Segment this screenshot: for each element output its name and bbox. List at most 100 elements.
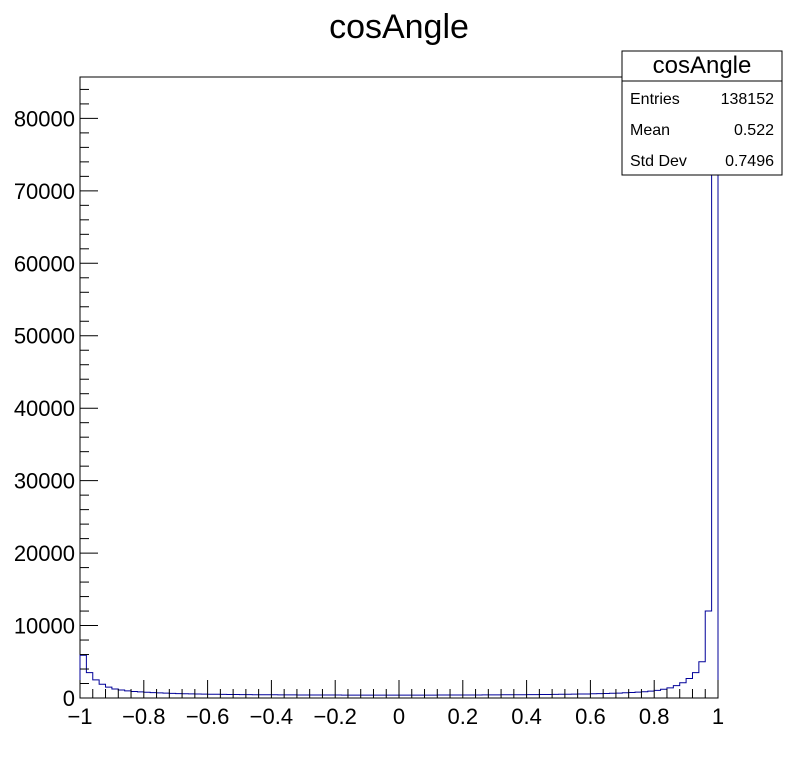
- histogram-bin: [495, 695, 501, 698]
- histogram-bin: [622, 693, 628, 698]
- histogram-bin: [546, 694, 552, 698]
- x-tick-label: −0.4: [250, 704, 293, 729]
- histogram-bin: [348, 695, 354, 698]
- histogram-bin: [342, 695, 348, 698]
- histogram-bin: [201, 694, 207, 698]
- x-tick-label: −0.2: [313, 704, 356, 729]
- y-tick-label: 60000: [14, 251, 75, 276]
- y-tick-label: 40000: [14, 396, 75, 421]
- y-tick-label: 20000: [14, 541, 75, 566]
- histogram-bin: [450, 695, 456, 698]
- histogram-bin: [527, 695, 533, 698]
- histogram-bin: [169, 693, 175, 698]
- y-axis: 0 10000 20000 30000 40000 50000 60000 70000 8000…: [14, 88, 98, 711]
- histogram-bin: [233, 695, 239, 698]
- histogram-outline: [79, 81, 719, 698]
- stats-stddev-value: 0.7496: [725, 153, 774, 170]
- histogram-bin: [565, 694, 571, 698]
- histogram-bin: [552, 694, 558, 698]
- histogram-bin: [329, 695, 335, 698]
- histogram-bin: [610, 693, 616, 698]
- histogram-bin: [533, 695, 539, 698]
- histogram-bin: [297, 695, 303, 698]
- histogram-bin: [680, 683, 686, 698]
- histogram-bin: [150, 693, 156, 698]
- y-tick-label: 50000: [14, 324, 75, 349]
- histogram-bin: [252, 695, 258, 698]
- histogram-bin: [603, 693, 609, 698]
- histogram-bin: [137, 692, 143, 698]
- histogram-bin: [597, 694, 603, 698]
- histogram-bin: [463, 695, 469, 698]
- histogram-bin: [373, 695, 379, 698]
- histogram-bin: [335, 695, 341, 698]
- histogram-bin: [616, 693, 622, 698]
- histogram-bin: [310, 695, 316, 698]
- y-tick-label: 0: [63, 686, 75, 711]
- histogram-bin: [686, 678, 692, 698]
- x-tick-label: 0.6: [575, 704, 606, 729]
- histogram-bin: [271, 695, 277, 698]
- stats-box-frame: [621, 50, 783, 176]
- histogram-bin: [654, 690, 660, 698]
- histogram-bin: [367, 695, 373, 698]
- histogram-bin: [437, 695, 443, 698]
- histogram-bin: [195, 694, 201, 698]
- x-tick-label: −0.6: [186, 704, 229, 729]
- histogram-bin: [182, 694, 188, 698]
- histogram-bin: [393, 695, 399, 698]
- histogram-bin: [641, 692, 647, 698]
- histogram-bin: [520, 695, 526, 698]
- histogram-bin: [86, 673, 92, 698]
- histogram-bin: [259, 695, 265, 698]
- histogram-bin: [246, 695, 252, 698]
- histogram-bin: [469, 695, 475, 698]
- histogram-bin: [692, 673, 698, 698]
- histogram-bin: [476, 695, 482, 698]
- histogram-bin: [118, 690, 124, 698]
- histogram-bin: [240, 695, 246, 698]
- histogram-bin: [667, 688, 673, 698]
- histogram-bin: [431, 695, 437, 698]
- histogram-bin: [106, 687, 112, 698]
- histogram-bin: [131, 691, 137, 698]
- histogram-bin: [661, 689, 667, 698]
- y-tick-label: 80000: [14, 106, 75, 131]
- histogram-bin: [584, 694, 590, 698]
- histogram-bin: [673, 686, 679, 698]
- histogram-bin: [322, 695, 328, 698]
- stats-mean-label: Mean: [630, 122, 670, 139]
- chart-title: cosAngle: [329, 8, 469, 46]
- histogram-bin: [144, 692, 150, 698]
- x-tick-label: −0.8: [122, 704, 165, 729]
- histogram-bin: [303, 695, 309, 698]
- stats-box: cosAngle Entries 138152 Mean 0.522 Std D…: [621, 50, 783, 176]
- x-tick-label: 0.8: [639, 704, 670, 729]
- stats-box-title: cosAngle: [653, 52, 752, 79]
- histogram-bin: [705, 611, 711, 698]
- y-tick-label: 70000: [14, 179, 75, 204]
- histogram-bin: [418, 695, 424, 698]
- histogram-bin: [80, 655, 86, 698]
- histogram-bin: [278, 695, 284, 698]
- histogram-bin: [399, 695, 405, 698]
- histogram-bin: [559, 694, 565, 698]
- histogram-bin: [112, 689, 118, 698]
- histogram-bin: [456, 695, 462, 698]
- x-tick-label: −1: [67, 704, 92, 729]
- histogram-bin: [99, 684, 105, 698]
- x-tick-label: 1: [712, 704, 724, 729]
- x-tick-label: 0: [393, 704, 405, 729]
- histogram-bin: [444, 695, 450, 698]
- histogram-bin: [539, 695, 545, 698]
- histogram-bin: [208, 694, 214, 698]
- histogram-bin: [176, 694, 182, 698]
- histogram-bin: [227, 694, 233, 698]
- histogram-bin: [699, 662, 705, 698]
- histogram-bin: [163, 693, 169, 698]
- histogram-bin: [157, 693, 163, 698]
- histogram-bin: [425, 695, 431, 698]
- histogram-bin: [354, 695, 360, 698]
- histogram-bin: [488, 695, 494, 698]
